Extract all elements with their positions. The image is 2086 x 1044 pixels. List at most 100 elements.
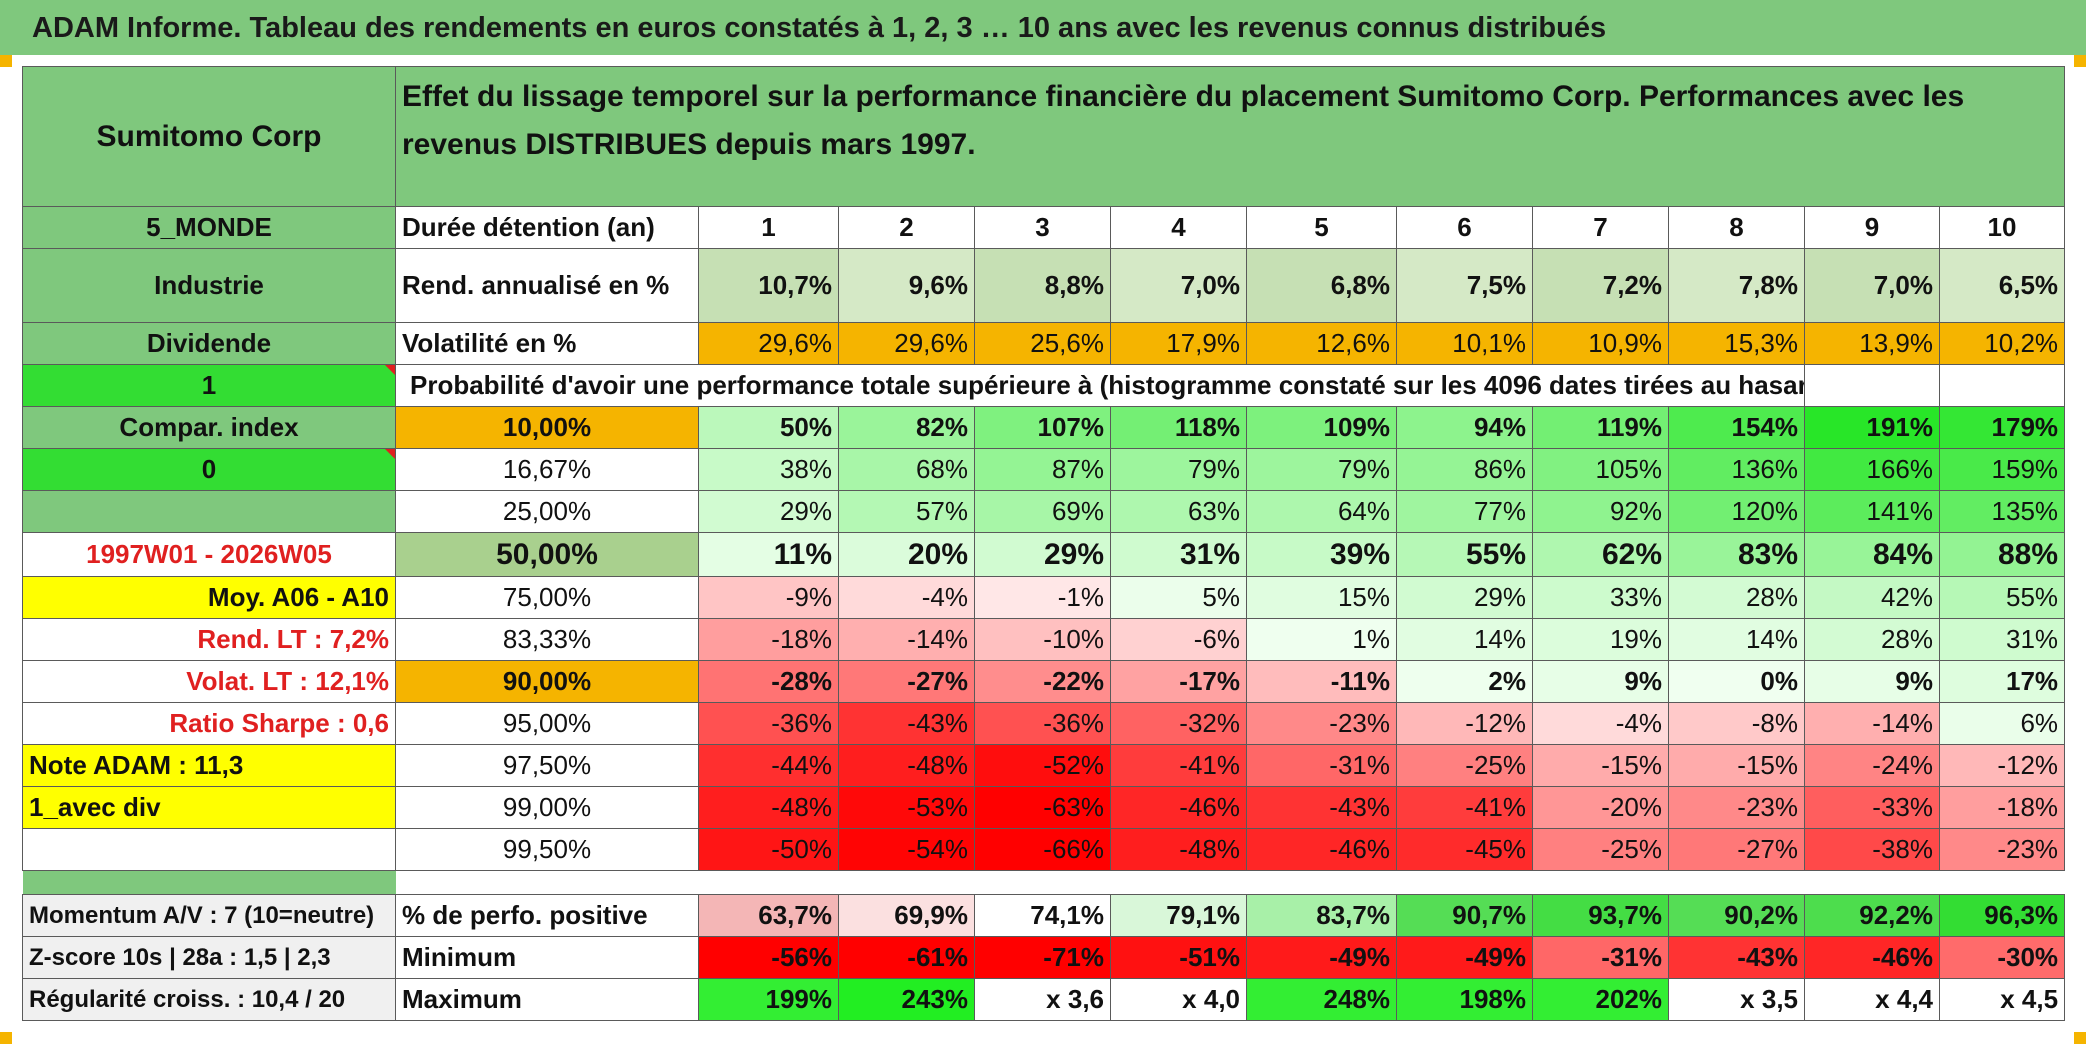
probability-value: 50% [698,406,839,449]
probability-value: 42% [1804,576,1940,619]
minimum-value: -71% [974,936,1111,979]
probability-value: 86% [1396,448,1533,491]
annualized-return-value: 7,0% [1110,248,1247,323]
year-header: 2 [838,206,975,249]
probability-value: 29% [974,532,1111,577]
probability-value: -8% [1668,702,1805,745]
threshold-value: 99,00% [395,786,699,829]
probability-value: -22% [974,660,1111,703]
probability-row: Note ADAM : 11,3 97,50% -44% -48% -52% -41% -3… [22,744,2066,787]
adam-score: Note ADAM : 11,3 [22,744,396,787]
probability-value: 31% [1938,618,2066,661]
probability-value: -17% [1110,660,1247,703]
region-label: 5_MONDE [22,206,396,249]
table-description: Effet du lissage temporel sur la perform… [394,66,2066,207]
maximum-value: x 3,6 [974,978,1111,1021]
probability-value: -46% [1110,786,1247,829]
corner-marker [0,55,12,67]
threshold-value: 75,00% [395,576,699,619]
probability-value: 57% [838,490,975,533]
probability-value: 63% [1110,490,1247,533]
long-term-volatility: Volat. LT : 12,1% [22,660,396,703]
volatility-value: 29,6% [838,322,975,365]
positive-label: % de perfo. positive [395,894,699,937]
minimum-value: -56% [698,936,839,979]
probability-value: 88% [1938,532,2066,577]
probability-value: 29% [1396,576,1533,619]
positive-value: 63,7% [698,894,839,937]
probability-value: -38% [1804,828,1940,871]
probability-value: 135% [1938,490,2066,533]
probability-value: 31% [1110,532,1247,577]
flag-zero: 0 [22,448,396,491]
empty-label [22,828,396,871]
annualized-return-row: Industrie Rend. annualisé en % 10,7% 9,6%… [22,248,2066,323]
probability-value: 69% [974,490,1111,533]
positive-value: 83,7% [1246,894,1397,937]
probability-value: -23% [1246,702,1397,745]
probability-value: 94% [1396,406,1533,449]
threshold-value: 16,67% [395,448,699,491]
probability-value: 9% [1804,660,1940,703]
probability-value: -12% [1396,702,1533,745]
probability-value: -18% [698,618,839,661]
year-header: 6 [1396,206,1533,249]
probability-value: 159% [1938,448,2066,491]
probability-value: 119% [1532,406,1669,449]
annualized-return-value: 7,2% [1532,248,1669,323]
regularity-label: Régularité croiss. : 10,4 / 20 [22,978,396,1021]
probability-value: -41% [1110,744,1247,787]
year-header: 8 [1668,206,1805,249]
probability-value: 154% [1668,406,1805,449]
probability-value: -44% [698,744,839,787]
minimum-value: -31% [1532,936,1669,979]
probability-value: 141% [1804,490,1940,533]
probability-value: 14% [1668,618,1805,661]
probability-value: 79% [1110,448,1247,491]
probability-row: 1_avec div 99,00% -48% -53% -63% -46% -43% -41%… [22,786,2066,829]
probability-value: 68% [838,448,975,491]
threshold-value: 50,00% [395,532,699,577]
threshold-value: 90,00% [395,660,699,703]
volatility-value: 13,9% [1804,322,1940,365]
year-header: 3 [974,206,1111,249]
probability-value: 107% [974,406,1111,449]
probability-value: -31% [1246,744,1397,787]
dividend-mode: 1_avec div [22,786,396,829]
probability-value: -27% [838,660,975,703]
probability-value: 55% [1938,576,2066,619]
probability-value: -66% [974,828,1111,871]
corner-marker [0,1032,12,1044]
probability-row: Moy. A06 - A10 75,00% -9% -4% -1% 5% 15% 29% 33%… [22,576,2066,619]
probability-value: 62% [1532,532,1669,577]
annualized-return-value: 7,0% [1804,248,1940,323]
positive-value: 93,7% [1532,894,1669,937]
probability-value: 29% [698,490,839,533]
threshold-value: 10,00% [395,406,699,449]
report-title: ADAM Informe. Tableau des rendements en … [0,0,2086,55]
probability-value: -46% [1246,828,1397,871]
positive-value: 90,2% [1668,894,1805,937]
probability-value: 92% [1532,490,1669,533]
probability-value: 11% [698,532,839,577]
probability-value: -54% [838,828,975,871]
volatility-value: 10,9% [1532,322,1669,365]
probability-value: 14% [1396,618,1533,661]
year-header: 7 [1532,206,1669,249]
minimum-value: -61% [838,936,975,979]
separator-bar [22,870,396,895]
year-header: 1 [698,206,839,249]
maximum-value: 243% [838,978,975,1021]
maximum-value: 248% [1246,978,1397,1021]
annualized-return-value: 6,8% [1246,248,1397,323]
separator-row [22,870,2065,895]
minimum-value: -30% [1938,936,2066,979]
positive-value: 90,7% [1396,894,1533,937]
summary-row: Momentum A/V : 7 (10=neutre)% de perfo. … [22,894,2066,937]
volatility-value: 12,6% [1246,322,1397,365]
probability-value: 2% [1396,660,1533,703]
type-label: Dividende [22,322,396,365]
empty-cell [1938,364,2066,407]
probability-value: 87% [974,448,1111,491]
probability-value: -32% [1110,702,1247,745]
